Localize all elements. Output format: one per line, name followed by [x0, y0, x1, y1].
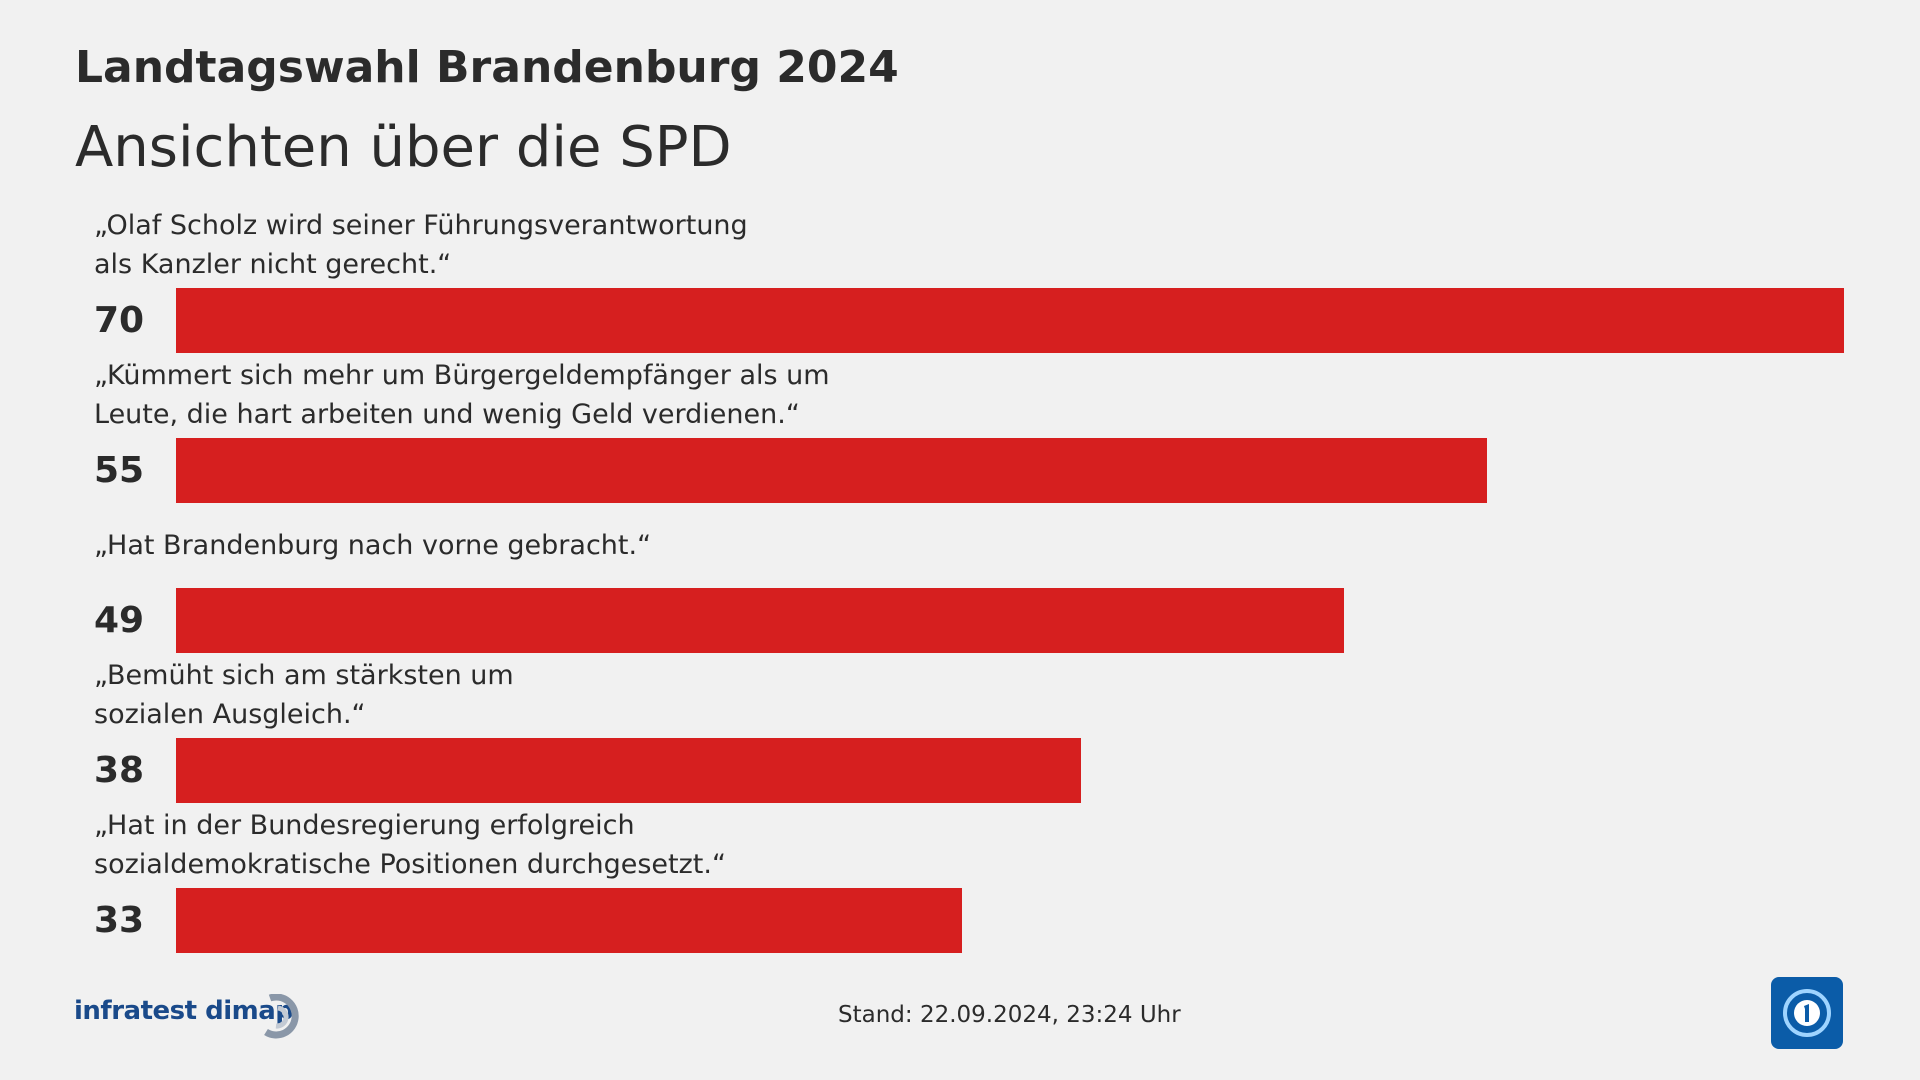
value-label: 33	[94, 900, 145, 941]
chart-title: Landtagswahl Brandenburg 2024	[75, 42, 899, 93]
timestamp-note: Stand: 22.09.2024, 23:24 Uhr	[838, 1002, 1181, 1028]
bar	[176, 438, 1487, 503]
category-label: „Bemüht sich am stärksten um sozialen Au…	[94, 660, 514, 730]
bar	[176, 588, 1344, 653]
source-logo	[264, 994, 299, 1039]
value-label: 70	[94, 300, 145, 341]
category-label: „Olaf Scholz wird seiner Führungsverantw…	[94, 210, 748, 280]
chart-subtitle: Ansichten über die SPD	[75, 115, 732, 180]
value-label: 38	[94, 750, 145, 791]
bar	[176, 738, 1082, 803]
category-label: „Hat Brandenburg nach vorne gebracht.“	[94, 529, 652, 561]
category-label: „Hat in der Bundesregierung erfolgreich …	[94, 810, 726, 880]
value-label: 55	[94, 450, 145, 491]
value-label: 49	[94, 600, 145, 641]
bar	[176, 288, 1844, 353]
bar	[176, 888, 963, 953]
broadcaster-logo	[1771, 977, 1843, 1049]
category-label: „Kümmert sich mehr um Bürgergeldempfänge…	[94, 360, 830, 430]
source: infratest dimap	[74, 996, 294, 1026]
